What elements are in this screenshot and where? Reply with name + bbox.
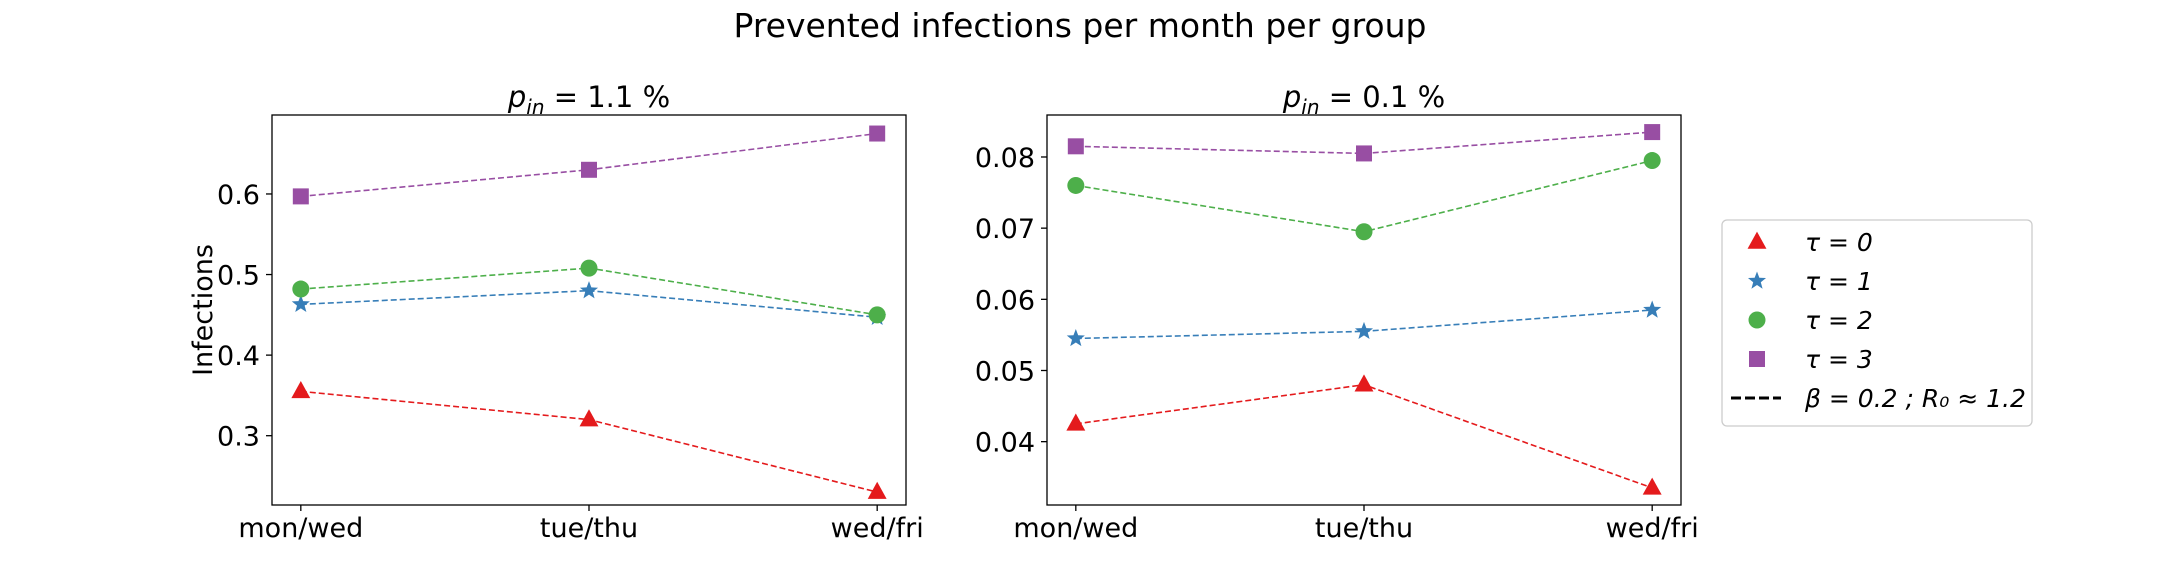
legend: τ = 0 τ = 1 τ = 2 τ = 3 β = 0.2 ; R₀ ≈ 1.2 (1721, 219, 2033, 427)
legend-label: τ = 3 (1805, 345, 1873, 374)
y-tick-label: 0.04 (975, 428, 1035, 459)
legend-item-line: β = 0.2 ; R₀ ≈ 1.2 (1731, 384, 2026, 413)
legend-item-tau0: τ = 0 (1747, 228, 1873, 257)
data-point-tau2 (868, 306, 886, 324)
legend-marker-tau1 (1747, 271, 1767, 289)
x-tick-label: wed/fri (1606, 513, 1699, 544)
data-point-tau3 (869, 125, 886, 142)
legend-label: β = 0.2 ; R₀ ≈ 1.2 (1804, 384, 2026, 413)
y-tick-label: 0.07 (975, 214, 1035, 245)
data-point-tau2 (1355, 223, 1373, 241)
data-point-tau3 (1644, 124, 1661, 141)
panel-title: pin = 0.1 % (1282, 80, 1445, 119)
x-tick-label: mon/wed (1013, 513, 1138, 544)
panel-title: pin = 1.1 % (507, 80, 670, 119)
data-point-tau0 (291, 381, 311, 399)
legend-item-tau1: τ = 1 (1747, 267, 1873, 296)
legend-label: τ = 2 (1805, 306, 1873, 335)
data-point-tau2 (292, 280, 310, 298)
data-point-tau0 (1642, 477, 1662, 495)
series-line-tau0 (1075, 383, 1653, 489)
panel-title-symbol: p (507, 80, 526, 114)
data-point-tau2 (580, 259, 598, 277)
data-point-tau2 (1067, 176, 1085, 194)
data-point-tau1 (1354, 321, 1374, 340)
data-point-tau2 (1643, 152, 1661, 170)
data-point-tau0 (579, 409, 599, 427)
data-point-tau3 (292, 188, 309, 205)
chart-panel-2: pin = 0.1 % mon/wed tue/thu wed/fri 0.04 0.05… (975, 80, 1699, 544)
y-tick-label: 0.6 (217, 180, 260, 211)
legend-box (1721, 219, 2033, 427)
y-tick-label: 0.08 (975, 143, 1035, 174)
data-point-tau1 (1643, 300, 1662, 318)
x-tick-label: tue/thu (1315, 513, 1413, 544)
data-point-tau0 (1066, 413, 1086, 431)
legend-item-tau2: τ = 2 (1748, 306, 1873, 335)
plot-frame (271, 114, 907, 506)
legend-marker-tau3 (1749, 351, 1765, 367)
legend-label: τ = 0 (1805, 228, 1873, 257)
x-tick-label: tue/thu (540, 513, 638, 544)
panel-title-rest: = 0.1 % (1320, 80, 1446, 114)
y-tick-label: 0.5 (217, 261, 260, 292)
y-tick-label: 0.05 (975, 356, 1035, 387)
data-point-tau3 (1067, 138, 1084, 155)
x-tick-label: wed/fri (831, 513, 924, 544)
panel-title-subscript: in (526, 95, 544, 119)
data-point-tau0 (867, 481, 887, 499)
data-point-tau3 (1356, 145, 1372, 162)
legend-marker-tau2 (1748, 311, 1766, 329)
y-axis-label: Infections (188, 244, 219, 376)
panel-title-symbol: p (1282, 80, 1301, 114)
legend-label: τ = 1 (1805, 267, 1873, 296)
y-tick-label: 0.4 (217, 341, 260, 372)
plot-frame (1046, 114, 1682, 506)
data-point-tau1 (291, 294, 310, 313)
y-tick-label: 0.3 (217, 422, 260, 453)
panel-title-subscript: in (1301, 95, 1319, 119)
data-point-tau1 (1066, 328, 1085, 347)
data-point-tau1 (579, 281, 599, 299)
chart-panel-1: pin = 1.1 % mon/wed tue/thu wed/fri 0.3 0.4 0.… (188, 80, 924, 544)
series-line-tau0 (300, 390, 878, 493)
y-tick-label: 0.06 (975, 285, 1035, 316)
figure-title: Prevented infections per month per group (734, 6, 1427, 45)
chart-panels: pin = 1.1 %mon/wed tue/thu wed/fri0.30.40.… (188, 80, 1699, 544)
data-point-tau0 (1354, 374, 1374, 392)
legend-item-tau3: τ = 3 (1749, 345, 1873, 374)
series-line-tau2 (1075, 159, 1653, 233)
panel-title-rest: = 1.1 % (545, 80, 671, 114)
x-tick-label: mon/wed (238, 513, 363, 544)
legend-marker-tau0 (1747, 231, 1767, 249)
data-point-tau3 (581, 161, 597, 178)
